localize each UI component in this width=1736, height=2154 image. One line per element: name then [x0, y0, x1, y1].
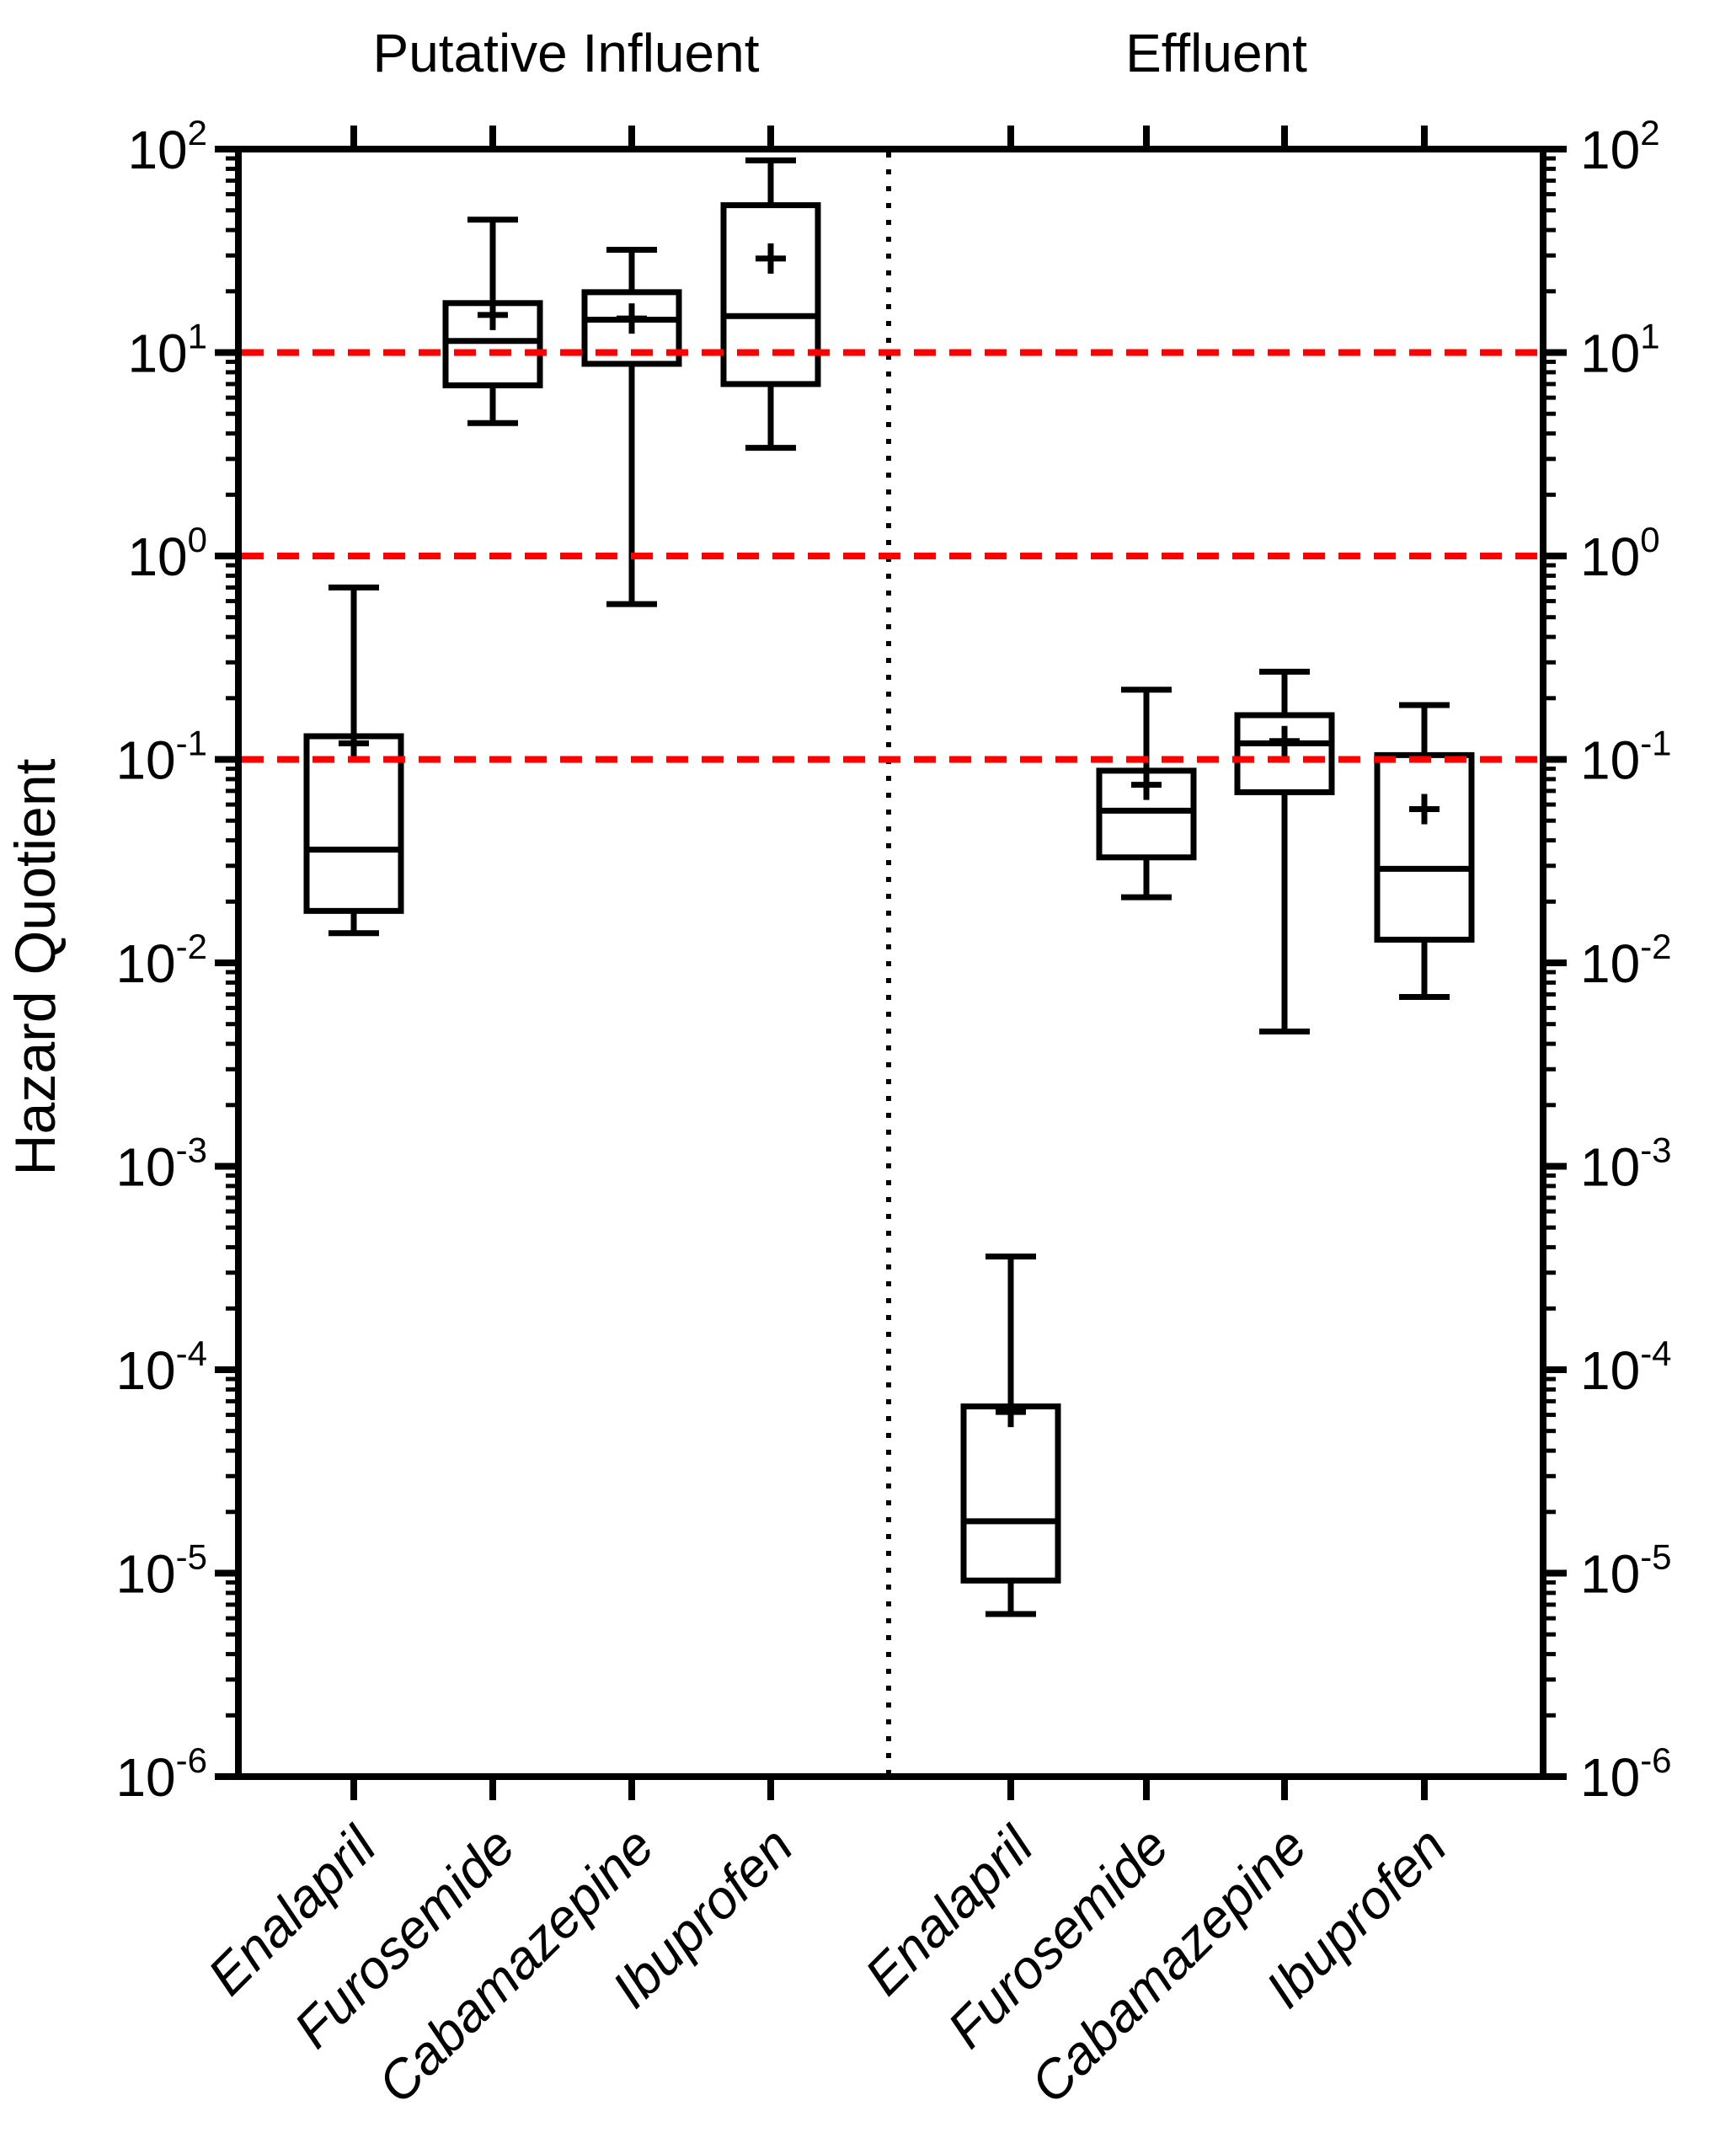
y-tick-label-right-1e2: 102: [1580, 113, 1660, 180]
y-tick-label-left-1e-4: 10-4: [115, 1334, 207, 1401]
group-title-effluent: Effluent: [1125, 23, 1307, 83]
box-influent-cabamazepine: [581, 247, 682, 607]
box-influent-furosemide: [442, 216, 543, 426]
mean-plus-marker: [617, 303, 647, 334]
iqr-box: [720, 202, 821, 388]
iqr-box: [303, 733, 404, 914]
mean-plus-marker: [1131, 769, 1162, 800]
y-tick-label-left-1e-6: 10-6: [115, 1740, 207, 1808]
y-tick-label-left-1e-5: 10-5: [115, 1537, 207, 1605]
iqr-box: [1374, 751, 1475, 943]
y-tick-label-right-1e-3: 10-3: [1580, 1130, 1672, 1198]
mean-plus-marker: [1409, 794, 1440, 825]
y-tick-label-right-1e-4: 10-4: [1580, 1334, 1672, 1401]
y-tick-label-left-1e0: 100: [127, 520, 207, 587]
box-effluent-ibuprofen: [1374, 702, 1475, 1000]
y-tick-label-left-1e2: 102: [127, 113, 207, 180]
box-effluent-furosemide: [1096, 687, 1197, 901]
mean-plus-marker: [478, 299, 508, 330]
box-effluent-cabamazepine: [1234, 668, 1335, 1034]
y-tick-label-right-1e1: 101: [1580, 317, 1660, 384]
mean-plus-marker: [339, 728, 369, 759]
group-title-influent: Putative Influent: [372, 23, 760, 83]
mean-plus-marker: [996, 1397, 1026, 1428]
y-tick-label-right-1e-6: 10-6: [1580, 1740, 1672, 1808]
y-tick-labels-layer: 102 102 101 101 100 100 10-1 10-1 10-2 10-2 10-3 10…: [115, 113, 1671, 1808]
reference-lines-layer: [242, 349, 1540, 763]
box-influent-ibuprofen: [720, 157, 821, 452]
y-tick-label-left-1e-1: 10-1: [115, 724, 207, 791]
box-influent-enalapril: [303, 584, 404, 937]
category-axis-layer: EnalaprilFurosemideCabamazepineIbuprofen…: [196, 126, 1458, 2114]
y-axis-title: Hazard Quotient: [3, 758, 67, 1176]
box-effluent-enalapril: [960, 1253, 1061, 1617]
mean-plus-marker: [756, 243, 786, 274]
y-tick-label-right-1e-1: 10-1: [1580, 724, 1672, 791]
boxes-layer: [303, 157, 1475, 1617]
y-tick-label-left-1e-3: 10-3: [115, 1130, 207, 1198]
iqr-box: [960, 1403, 1061, 1584]
y-tick-label-left-1e1: 101: [127, 317, 207, 384]
mean-plus-marker: [1269, 725, 1300, 756]
y-tick-label-left-1e-2: 10-2: [115, 927, 207, 994]
y-tick-label-right-1e0: 100: [1580, 520, 1660, 587]
y-tick-label-right-1e-5: 10-5: [1580, 1537, 1672, 1605]
y-tick-label-right-1e-2: 10-2: [1580, 927, 1672, 994]
y-ticks-layer: [215, 146, 1567, 1780]
